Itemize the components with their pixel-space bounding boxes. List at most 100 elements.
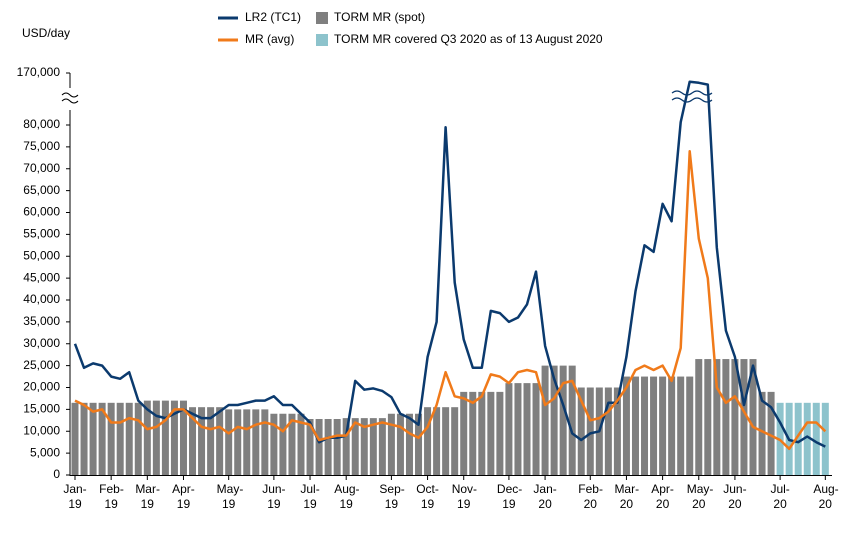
bar [460, 391, 468, 475]
legend-swatch [316, 34, 328, 46]
bar [270, 413, 278, 475]
y-tick-label: 65,000 [23, 183, 60, 197]
bar [143, 400, 151, 475]
x-tick-label: Jun-19 [262, 482, 286, 511]
x-tick-label: Feb-20 [578, 482, 603, 511]
line [74, 150, 827, 451]
y-tick-label: 0 [53, 467, 60, 481]
bar [252, 409, 260, 475]
y-tick-label: 20,000 [23, 380, 60, 394]
bar [677, 376, 685, 475]
x-tick-label: May-19 [216, 482, 244, 511]
bar [405, 413, 413, 475]
y-tick-label: 15,000 [23, 402, 60, 416]
bar [803, 402, 811, 475]
bar [442, 407, 450, 475]
y-tick-label: 60,000 [23, 205, 60, 219]
bar [613, 387, 621, 475]
bar [577, 387, 585, 475]
bar [758, 391, 766, 475]
x-tick-label: Jan-19 [63, 482, 87, 511]
bar [234, 409, 242, 475]
y-tick-label: 10,000 [23, 423, 60, 437]
x-tick-label: Oct-19 [416, 482, 439, 511]
bar [396, 413, 404, 475]
legend-label: MR (avg) [245, 32, 294, 46]
bar [306, 419, 314, 475]
x-tick-label: Jan-20 [533, 482, 557, 511]
bar [641, 376, 649, 475]
bar [415, 413, 423, 475]
bar [695, 359, 703, 475]
bar [505, 383, 513, 475]
bar [487, 391, 495, 475]
bar [496, 391, 504, 475]
y-tick-label: 40,000 [23, 292, 60, 306]
bar [125, 402, 133, 475]
legend-swatch [316, 12, 328, 24]
bar [369, 418, 377, 475]
legend-label: TORM MR covered Q3 2020 as of 13 August … [334, 32, 603, 46]
x-tick-label: Nov-19 [451, 482, 478, 511]
bar [189, 407, 197, 475]
x-tick-label: Mar-19 [135, 482, 160, 511]
bar [622, 376, 630, 475]
bar [351, 418, 359, 475]
x-tick-label: Jul-19 [300, 482, 320, 511]
bar [631, 376, 639, 475]
y-tick-label: 170,000 [17, 65, 61, 79]
bar [650, 376, 658, 475]
x-tick-label: Jul-20 [770, 482, 790, 511]
bar [559, 365, 567, 475]
bar [523, 383, 531, 475]
line [73, 80, 826, 448]
legend-label: TORM MR (spot) [334, 10, 425, 24]
bar [116, 402, 124, 475]
x-tick-label: Feb-19 [99, 482, 124, 511]
bar [532, 383, 540, 475]
bar [243, 409, 251, 475]
y-tick-label: 30,000 [23, 336, 60, 350]
bar [216, 407, 224, 475]
y-tick-label: 75,000 [23, 139, 60, 153]
bar [71, 402, 79, 475]
bar [740, 359, 748, 475]
bar [360, 418, 368, 475]
bar [731, 359, 739, 475]
bar [288, 413, 296, 475]
x-tick-label: Apr-20 [651, 482, 674, 511]
bar [514, 383, 522, 475]
legend-label: LR2 (TC1) [245, 10, 301, 24]
bar [324, 419, 332, 475]
x-tick-label: Aug-19 [334, 482, 360, 511]
bar [659, 376, 667, 475]
bar [424, 407, 432, 475]
y-tick-label: 45,000 [23, 270, 60, 284]
bar [451, 407, 459, 475]
y-tick-label: 55,000 [23, 227, 60, 241]
bar [315, 419, 323, 475]
bar [161, 400, 169, 475]
bar [478, 391, 486, 475]
y-tick-label: 80,000 [23, 117, 60, 131]
bar [107, 402, 115, 475]
plot-area [71, 80, 829, 475]
bar [713, 359, 721, 475]
y-tick-label: 70,000 [23, 161, 60, 175]
bar [207, 407, 215, 475]
bar [749, 359, 757, 475]
bar [297, 413, 305, 475]
bar [668, 376, 676, 475]
axis-break-mark [61, 92, 79, 104]
y-tick-label: 35,000 [23, 314, 60, 328]
y-axis-label: USD/day [22, 26, 70, 40]
x-tick-label: Jun-20 [723, 482, 747, 511]
bar [134, 402, 142, 475]
bar [812, 402, 820, 475]
bar [541, 365, 549, 475]
bar [686, 376, 694, 475]
line-break-mark [671, 90, 713, 103]
y-tick-label: 25,000 [23, 358, 60, 372]
bar [821, 402, 829, 475]
